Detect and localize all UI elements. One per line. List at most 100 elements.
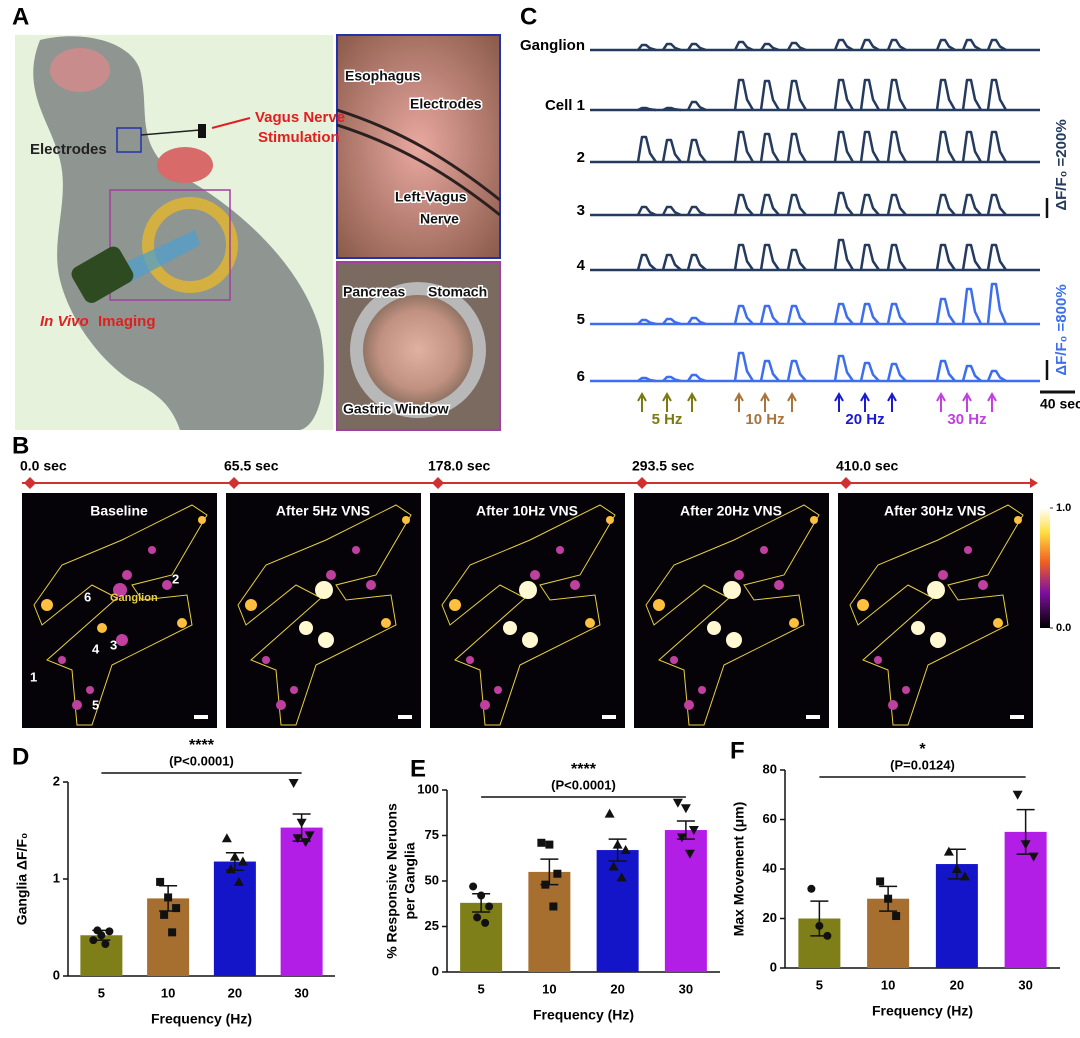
cell-blob — [993, 618, 1003, 628]
trace-pulse — [661, 205, 682, 217]
trace-pulse — [859, 193, 880, 216]
cell-blob — [122, 570, 132, 580]
cell-blob — [97, 623, 107, 633]
bar — [935, 864, 978, 968]
data-point — [537, 838, 546, 847]
cell-blob — [503, 621, 517, 635]
data-point — [469, 882, 478, 891]
scale-label: ΔF/F₀ =800% — [1053, 284, 1070, 375]
trace-pulse — [686, 253, 707, 271]
cell-blob — [352, 546, 360, 554]
bar — [213, 861, 256, 976]
stomach-illus — [157, 147, 213, 183]
trace-pulse — [637, 376, 657, 383]
colorbar-label: 1.0 — [1056, 502, 1071, 514]
trace-pulse — [961, 193, 982, 216]
cell-blob — [366, 580, 376, 590]
cell-blob — [930, 632, 946, 648]
trace-pulse — [636, 253, 657, 271]
row-label: Cell 1 — [545, 97, 585, 114]
trace-pulse — [886, 130, 908, 163]
stim-arrow — [987, 391, 997, 412]
data-point — [304, 831, 315, 841]
cell-blob — [774, 580, 784, 590]
trace-pulse — [786, 79, 808, 111]
cell-blob — [698, 686, 706, 694]
x-tick-label: 30 — [294, 985, 308, 1000]
photo-label: Gastric Window — [343, 401, 449, 417]
bar — [460, 902, 503, 972]
frequency-label: 30 Hz — [947, 411, 986, 428]
cell-blob — [381, 618, 391, 628]
x-tick-label: 5 — [478, 981, 485, 996]
x-tick-label: 30 — [679, 981, 693, 996]
image-title: After 20Hz VNS — [680, 503, 782, 519]
y-tick-label: 20 — [763, 910, 777, 925]
cell-blob — [530, 570, 540, 580]
time-label: 178.0 sec — [428, 458, 490, 474]
x-tick-label: 20 — [610, 981, 624, 996]
row-label: 5 — [577, 311, 585, 328]
stim-arrow — [887, 391, 897, 412]
panel-label: C — [520, 3, 537, 30]
stim-arrow — [834, 391, 844, 412]
trace-pulse — [661, 42, 682, 52]
data-point — [672, 798, 683, 808]
trace-pulse — [859, 361, 880, 382]
data-point — [485, 902, 494, 911]
y-tick-label: 25 — [425, 918, 439, 933]
cell-blob — [888, 700, 898, 710]
row-label: 3 — [577, 202, 585, 219]
time-label: 65.5 sec — [224, 458, 279, 474]
trace-pulse — [986, 243, 1008, 271]
cell-label: 4 — [92, 641, 100, 656]
trace-pulse — [686, 316, 707, 326]
data-point — [815, 921, 824, 930]
data-point — [688, 826, 699, 836]
cell-label: 1 — [30, 669, 37, 684]
timeline-marker — [840, 477, 852, 489]
data-point — [1028, 852, 1039, 862]
data-point — [172, 904, 181, 913]
timeline-arrow — [1030, 478, 1038, 488]
x-axis-label: Frequency (Hz) — [533, 1007, 634, 1023]
window-tissue — [363, 295, 473, 405]
data-point — [164, 893, 173, 902]
data-point — [876, 877, 885, 886]
trace-pulse — [833, 238, 855, 271]
data-point — [300, 838, 311, 848]
data-point — [233, 876, 244, 886]
window-illus — [142, 197, 238, 293]
annotation: Electrodes — [30, 141, 107, 158]
cell-blob — [162, 580, 172, 590]
cell-blob — [556, 546, 564, 554]
trace-pulse — [935, 38, 956, 52]
image-title: After 10Hz VNS — [476, 503, 578, 519]
image-title: After 30Hz VNS — [884, 503, 986, 519]
y-tick-label: 0 — [432, 963, 439, 978]
trace-pulse — [733, 78, 755, 111]
cell-blob — [276, 700, 286, 710]
stim-arrow — [936, 391, 946, 412]
colorbar-label: 0.0 — [1056, 622, 1071, 634]
data-point — [292, 834, 303, 844]
trace-pulse — [637, 318, 657, 326]
bar — [280, 827, 323, 976]
cell-blob — [116, 634, 128, 646]
photo-label: Nerve — [420, 211, 459, 227]
data-point — [93, 926, 102, 935]
ganglion-label: Ganglion — [110, 592, 158, 604]
data-point — [823, 931, 832, 940]
cell-blob — [299, 621, 313, 635]
data-point — [612, 839, 623, 849]
trace-pulse — [833, 191, 854, 216]
x-tick-label: 10 — [542, 981, 556, 996]
trace-pulse — [759, 193, 780, 216]
cell-blob — [585, 618, 595, 628]
trace-pulse — [636, 205, 657, 217]
annotation: Vagus Nerve — [255, 109, 345, 126]
trace-pulse — [786, 193, 807, 216]
data-point — [553, 869, 562, 878]
cell-blob — [670, 656, 678, 664]
cell-blob — [402, 516, 410, 524]
